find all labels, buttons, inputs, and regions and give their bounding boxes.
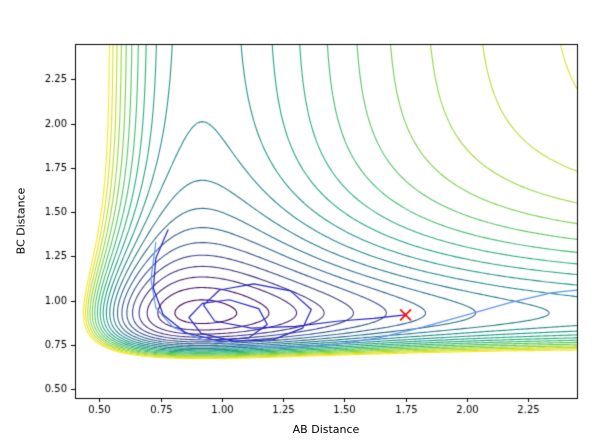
y-axis-label: BC Distance (14, 187, 28, 255)
x-axis-label: AB Distance (292, 423, 360, 436)
